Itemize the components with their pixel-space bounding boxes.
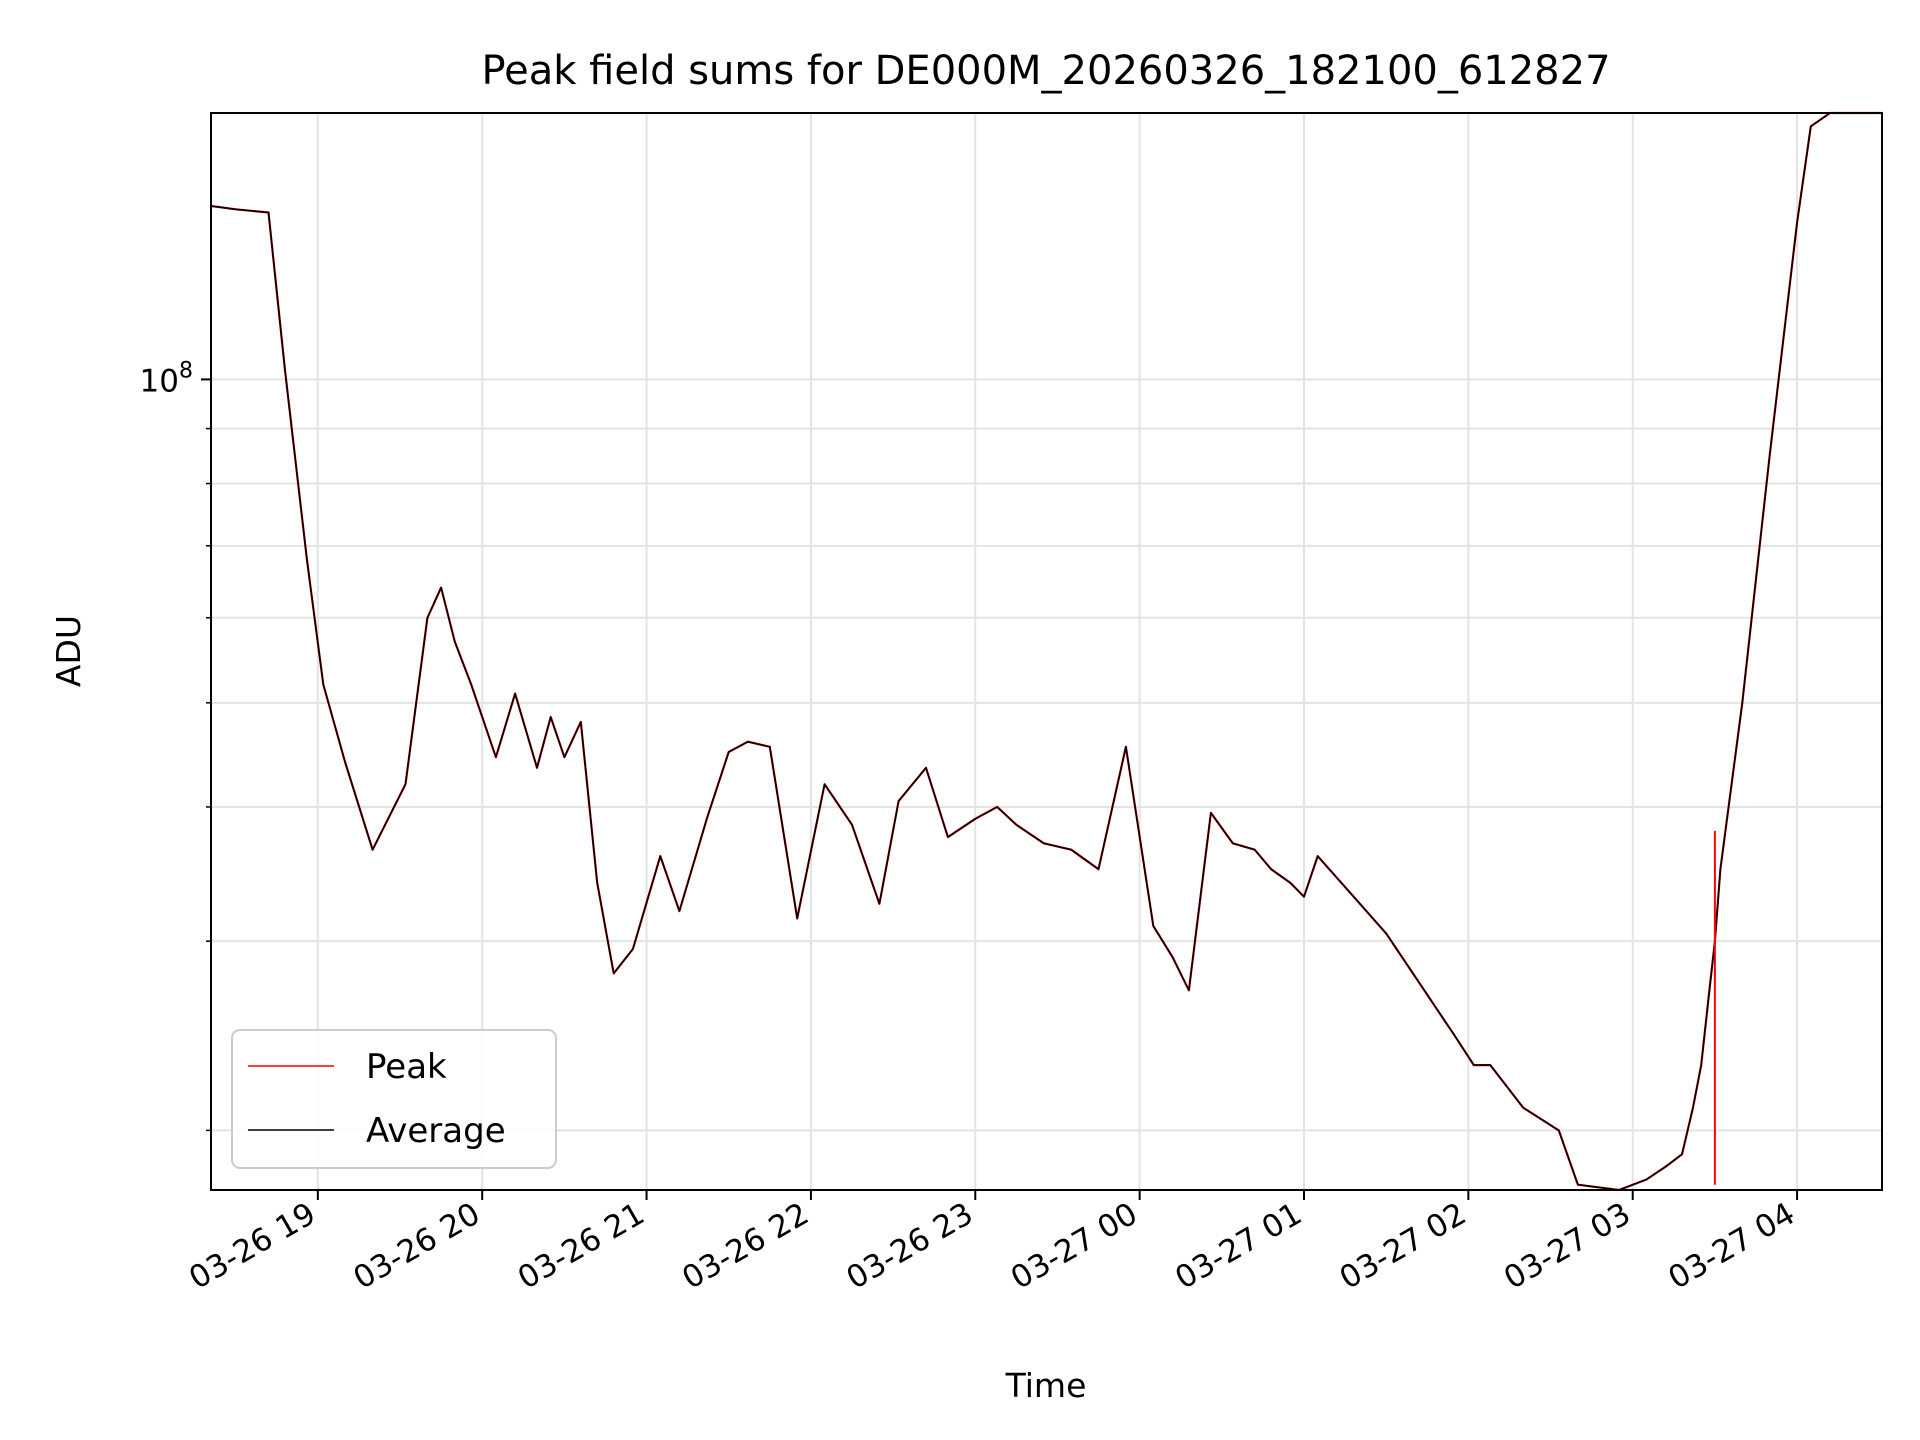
chart-title: Peak field sums for DE000M_20260326_1821… [481, 48, 1610, 94]
legend-box [231, 1029, 557, 1169]
plot-frame [210, 112, 1883, 1191]
y-axis-title: ADU [49, 615, 88, 687]
series-layer [210, 111, 1882, 1192]
x-axis-title: Time [1005, 1366, 1087, 1405]
y-tick-label: 108 [140, 358, 193, 399]
y-axis: 108 [140, 358, 211, 1132]
gridlines [211, 113, 1882, 1190]
legend: Peak Average [231, 1029, 557, 1169]
series-line-average [210, 112, 1882, 1191]
legend-label-average: Average [366, 1111, 506, 1151]
legend-label-peak: Peak [366, 1047, 447, 1087]
